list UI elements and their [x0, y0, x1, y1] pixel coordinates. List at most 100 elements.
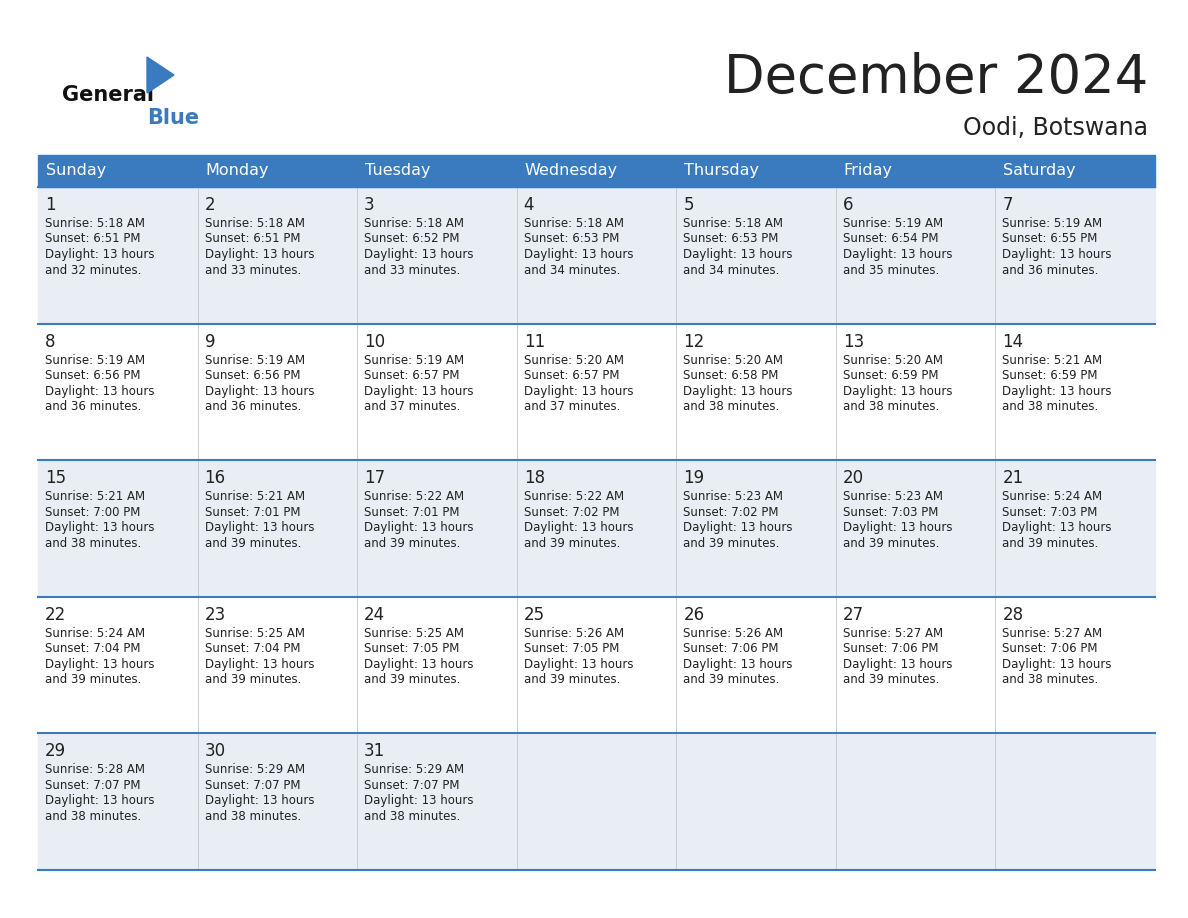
Text: Tuesday: Tuesday [365, 163, 430, 178]
Text: Sunday: Sunday [46, 163, 106, 178]
Text: Wednesday: Wednesday [525, 163, 618, 178]
Text: Sunrise: 5:22 AM: Sunrise: 5:22 AM [365, 490, 465, 503]
Text: and 39 minutes.: and 39 minutes. [365, 537, 461, 550]
Text: Sunrise: 5:19 AM: Sunrise: 5:19 AM [1003, 217, 1102, 230]
Bar [38, 155, 197, 187]
Text: Sunrise: 5:19 AM: Sunrise: 5:19 AM [45, 353, 145, 366]
Text: Sunset: 7:01 PM: Sunset: 7:01 PM [365, 506, 460, 519]
Text: Daylight: 13 hours: Daylight: 13 hours [45, 385, 154, 397]
Text: Sunset: 7:06 PM: Sunset: 7:06 PM [683, 643, 779, 655]
Text: Sunrise: 5:26 AM: Sunrise: 5:26 AM [524, 627, 624, 640]
Text: 9: 9 [204, 332, 215, 351]
Text: Oodi, Botswana: Oodi, Botswana [963, 116, 1148, 140]
Text: and 39 minutes.: and 39 minutes. [842, 673, 940, 687]
Text: Sunrise: 5:23 AM: Sunrise: 5:23 AM [683, 490, 783, 503]
Text: 21: 21 [1003, 469, 1024, 487]
Text: Sunset: 6:59 PM: Sunset: 6:59 PM [1003, 369, 1098, 382]
Text: 25: 25 [524, 606, 545, 624]
Text: 22: 22 [45, 606, 67, 624]
Text: 23: 23 [204, 606, 226, 624]
Text: Sunrise: 5:18 AM: Sunrise: 5:18 AM [683, 217, 783, 230]
Text: Sunset: 7:03 PM: Sunset: 7:03 PM [1003, 506, 1098, 519]
Text: Sunset: 7:07 PM: Sunset: 7:07 PM [365, 778, 460, 792]
Text: and 38 minutes.: and 38 minutes. [1003, 400, 1099, 413]
Text: Daylight: 13 hours: Daylight: 13 hours [45, 521, 154, 534]
Bar [197, 155, 358, 187]
Text: and 39 minutes.: and 39 minutes. [683, 673, 779, 687]
Text: Sunrise: 5:18 AM: Sunrise: 5:18 AM [365, 217, 465, 230]
Bar [38, 324, 1155, 460]
Text: 27: 27 [842, 606, 864, 624]
Text: and 36 minutes.: and 36 minutes. [204, 400, 301, 413]
Text: Monday: Monday [206, 163, 268, 178]
Text: Sunrise: 5:27 AM: Sunrise: 5:27 AM [1003, 627, 1102, 640]
Text: Sunset: 7:04 PM: Sunset: 7:04 PM [45, 643, 140, 655]
Text: Sunset: 6:56 PM: Sunset: 6:56 PM [45, 369, 140, 382]
Text: Sunset: 7:00 PM: Sunset: 7:00 PM [45, 506, 140, 519]
Text: Daylight: 13 hours: Daylight: 13 hours [1003, 385, 1112, 397]
Text: 11: 11 [524, 332, 545, 351]
Bar [358, 155, 517, 187]
Text: 3: 3 [365, 196, 374, 214]
Text: Blue: Blue [147, 108, 200, 128]
Text: Sunset: 6:54 PM: Sunset: 6:54 PM [842, 232, 939, 245]
Text: Daylight: 13 hours: Daylight: 13 hours [365, 658, 474, 671]
Bar [38, 460, 1155, 597]
Text: Daylight: 13 hours: Daylight: 13 hours [1003, 658, 1112, 671]
Text: Daylight: 13 hours: Daylight: 13 hours [204, 385, 314, 397]
Text: December 2024: December 2024 [723, 52, 1148, 104]
Text: and 36 minutes.: and 36 minutes. [1003, 263, 1099, 276]
Text: Daylight: 13 hours: Daylight: 13 hours [204, 794, 314, 808]
Text: 16: 16 [204, 469, 226, 487]
Text: and 39 minutes.: and 39 minutes. [524, 537, 620, 550]
Text: Sunset: 7:05 PM: Sunset: 7:05 PM [365, 643, 460, 655]
Text: and 39 minutes.: and 39 minutes. [524, 673, 620, 687]
Text: Daylight: 13 hours: Daylight: 13 hours [45, 794, 154, 808]
Text: Sunset: 6:56 PM: Sunset: 6:56 PM [204, 369, 301, 382]
Text: Daylight: 13 hours: Daylight: 13 hours [1003, 521, 1112, 534]
Text: Daylight: 13 hours: Daylight: 13 hours [683, 521, 792, 534]
Text: Thursday: Thursday [684, 163, 759, 178]
Text: Sunrise: 5:20 AM: Sunrise: 5:20 AM [842, 353, 943, 366]
Text: Sunrise: 5:18 AM: Sunrise: 5:18 AM [45, 217, 145, 230]
Text: Sunset: 6:53 PM: Sunset: 6:53 PM [524, 232, 619, 245]
Text: 26: 26 [683, 606, 704, 624]
Text: Daylight: 13 hours: Daylight: 13 hours [524, 248, 633, 261]
Text: and 39 minutes.: and 39 minutes. [45, 673, 141, 687]
Text: and 39 minutes.: and 39 minutes. [204, 537, 301, 550]
Text: 1: 1 [45, 196, 56, 214]
Text: Daylight: 13 hours: Daylight: 13 hours [365, 248, 474, 261]
Text: 8: 8 [45, 332, 56, 351]
Text: and 39 minutes.: and 39 minutes. [1003, 537, 1099, 550]
Text: Daylight: 13 hours: Daylight: 13 hours [683, 658, 792, 671]
Bar [38, 597, 1155, 733]
Text: and 37 minutes.: and 37 minutes. [524, 400, 620, 413]
Text: and 34 minutes.: and 34 minutes. [524, 263, 620, 276]
Text: and 38 minutes.: and 38 minutes. [842, 400, 939, 413]
Text: Sunrise: 5:18 AM: Sunrise: 5:18 AM [524, 217, 624, 230]
Polygon shape [147, 57, 173, 93]
Text: Daylight: 13 hours: Daylight: 13 hours [842, 385, 953, 397]
Text: Sunset: 7:07 PM: Sunset: 7:07 PM [204, 778, 301, 792]
Text: 2: 2 [204, 196, 215, 214]
Text: Daylight: 13 hours: Daylight: 13 hours [842, 658, 953, 671]
Text: Sunrise: 5:28 AM: Sunrise: 5:28 AM [45, 764, 145, 777]
Text: 14: 14 [1003, 332, 1024, 351]
Text: Sunrise: 5:19 AM: Sunrise: 5:19 AM [365, 353, 465, 366]
Text: Sunrise: 5:21 AM: Sunrise: 5:21 AM [204, 490, 304, 503]
Bar [676, 155, 836, 187]
Text: Daylight: 13 hours: Daylight: 13 hours [45, 658, 154, 671]
Text: Daylight: 13 hours: Daylight: 13 hours [365, 385, 474, 397]
Text: Sunset: 6:58 PM: Sunset: 6:58 PM [683, 369, 778, 382]
Text: Sunrise: 5:25 AM: Sunrise: 5:25 AM [365, 627, 465, 640]
Text: 15: 15 [45, 469, 67, 487]
Text: 28: 28 [1003, 606, 1024, 624]
Text: 18: 18 [524, 469, 545, 487]
Text: and 33 minutes.: and 33 minutes. [204, 263, 301, 276]
Text: and 39 minutes.: and 39 minutes. [204, 673, 301, 687]
Text: Sunset: 6:57 PM: Sunset: 6:57 PM [524, 369, 619, 382]
Text: Sunset: 6:51 PM: Sunset: 6:51 PM [204, 232, 301, 245]
Text: and 39 minutes.: and 39 minutes. [683, 537, 779, 550]
Text: 4: 4 [524, 196, 535, 214]
Text: Sunrise: 5:20 AM: Sunrise: 5:20 AM [524, 353, 624, 366]
